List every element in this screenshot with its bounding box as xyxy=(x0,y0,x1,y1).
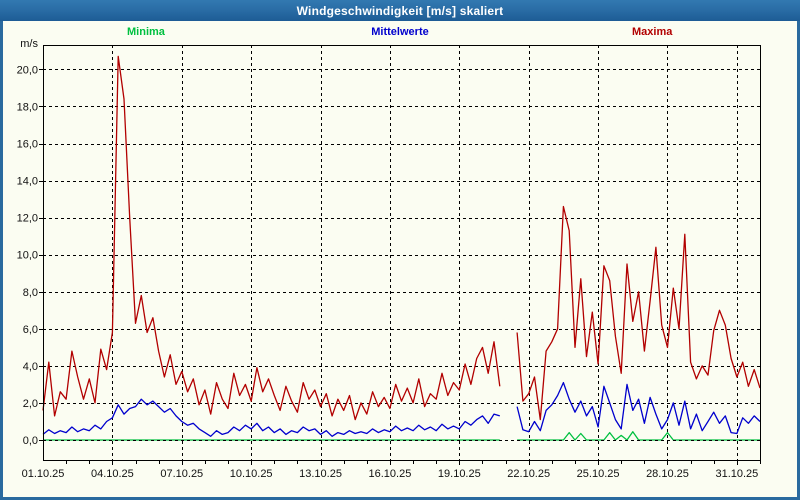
svg-text:12,0: 12,0 xyxy=(17,213,38,225)
svg-text:22.10.25: 22.10.25 xyxy=(507,468,550,480)
y-axis-labels: 0,0 2,0 4,0 6,0 8,0 10,0 12,0 14,0 16,0 18,0 20,0 xyxy=(17,64,38,447)
svg-text:10,0: 10,0 xyxy=(17,250,38,262)
minima-line xyxy=(43,431,760,441)
svg-text:16.10.25: 16.10.25 xyxy=(369,468,412,480)
svg-text:01.10.25: 01.10.25 xyxy=(22,468,65,480)
svg-text:6,0: 6,0 xyxy=(23,324,38,336)
legend-minima: Minima xyxy=(127,26,165,38)
mittelwerte-line xyxy=(42,381,761,437)
svg-text:25.10.25: 25.10.25 xyxy=(577,468,620,480)
svg-text:04.10.25: 04.10.25 xyxy=(91,468,134,480)
plot-border xyxy=(43,45,761,461)
svg-text:8,0: 8,0 xyxy=(23,287,38,299)
svg-text:14,0: 14,0 xyxy=(17,176,38,188)
svg-text:18,0: 18,0 xyxy=(17,101,38,113)
svg-text:20,0: 20,0 xyxy=(17,64,38,76)
gridlines xyxy=(43,45,760,460)
svg-text:4,0: 4,0 xyxy=(23,361,38,373)
svg-text:07.10.25: 07.10.25 xyxy=(160,468,203,480)
window-title: Windgeschwindigkeit [m/s] skaliert xyxy=(296,3,504,18)
maxima-line xyxy=(42,55,761,421)
svg-text:0,0: 0,0 xyxy=(23,435,38,447)
title-bar[interactable]: Windgeschwindigkeit [m/s] skaliert xyxy=(0,0,800,21)
legend-maxima: Maxima xyxy=(632,26,673,38)
svg-text:28.10.25: 28.10.25 xyxy=(646,468,689,480)
svg-text:31.10.25: 31.10.25 xyxy=(715,468,758,480)
svg-text:2,0: 2,0 xyxy=(23,398,38,410)
svg-text:16,0: 16,0 xyxy=(17,139,38,151)
svg-text:13.10.25: 13.10.25 xyxy=(299,468,342,480)
axis-ticks xyxy=(39,69,761,465)
x-axis-labels: 01.10.25 04.10.25 07.10.25 10.10.25 13.10.25… xyxy=(22,468,759,480)
svg-text:10.10.25: 10.10.25 xyxy=(230,468,273,480)
y-axis-unit: m/s xyxy=(20,38,38,50)
svg-text:19.10.25: 19.10.25 xyxy=(438,468,481,480)
legend-mittelwerte: Mittelwerte xyxy=(371,26,429,38)
